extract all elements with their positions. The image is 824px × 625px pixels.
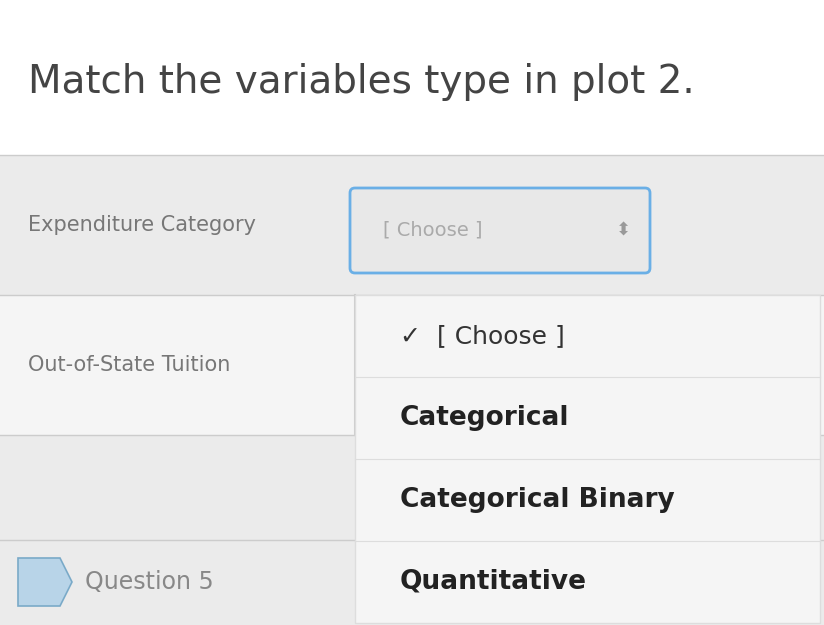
Bar bbox=[0, 295, 824, 435]
Bar bbox=[0, 540, 824, 625]
Text: Out-of-State Tuition: Out-of-State Tuition bbox=[28, 355, 231, 375]
Text: Expenditure Category: Expenditure Category bbox=[28, 215, 256, 235]
Bar bbox=[355, 295, 820, 623]
Bar bbox=[0, 435, 824, 540]
Text: [ Choose ]: [ Choose ] bbox=[383, 221, 483, 240]
Polygon shape bbox=[18, 558, 72, 606]
Bar bbox=[0, 0, 824, 160]
Text: Quantitative: Quantitative bbox=[400, 569, 587, 595]
FancyBboxPatch shape bbox=[350, 188, 650, 273]
Text: ⬍: ⬍ bbox=[616, 221, 630, 239]
Text: ✓  [ Choose ]: ✓ [ Choose ] bbox=[400, 324, 564, 348]
Text: Categorical Binary: Categorical Binary bbox=[400, 487, 675, 513]
Text: Match the variables type in plot 2.: Match the variables type in plot 2. bbox=[28, 63, 695, 101]
Text: Question 5: Question 5 bbox=[85, 570, 213, 594]
Text: Categorical: Categorical bbox=[400, 405, 569, 431]
Bar bbox=[0, 155, 824, 295]
